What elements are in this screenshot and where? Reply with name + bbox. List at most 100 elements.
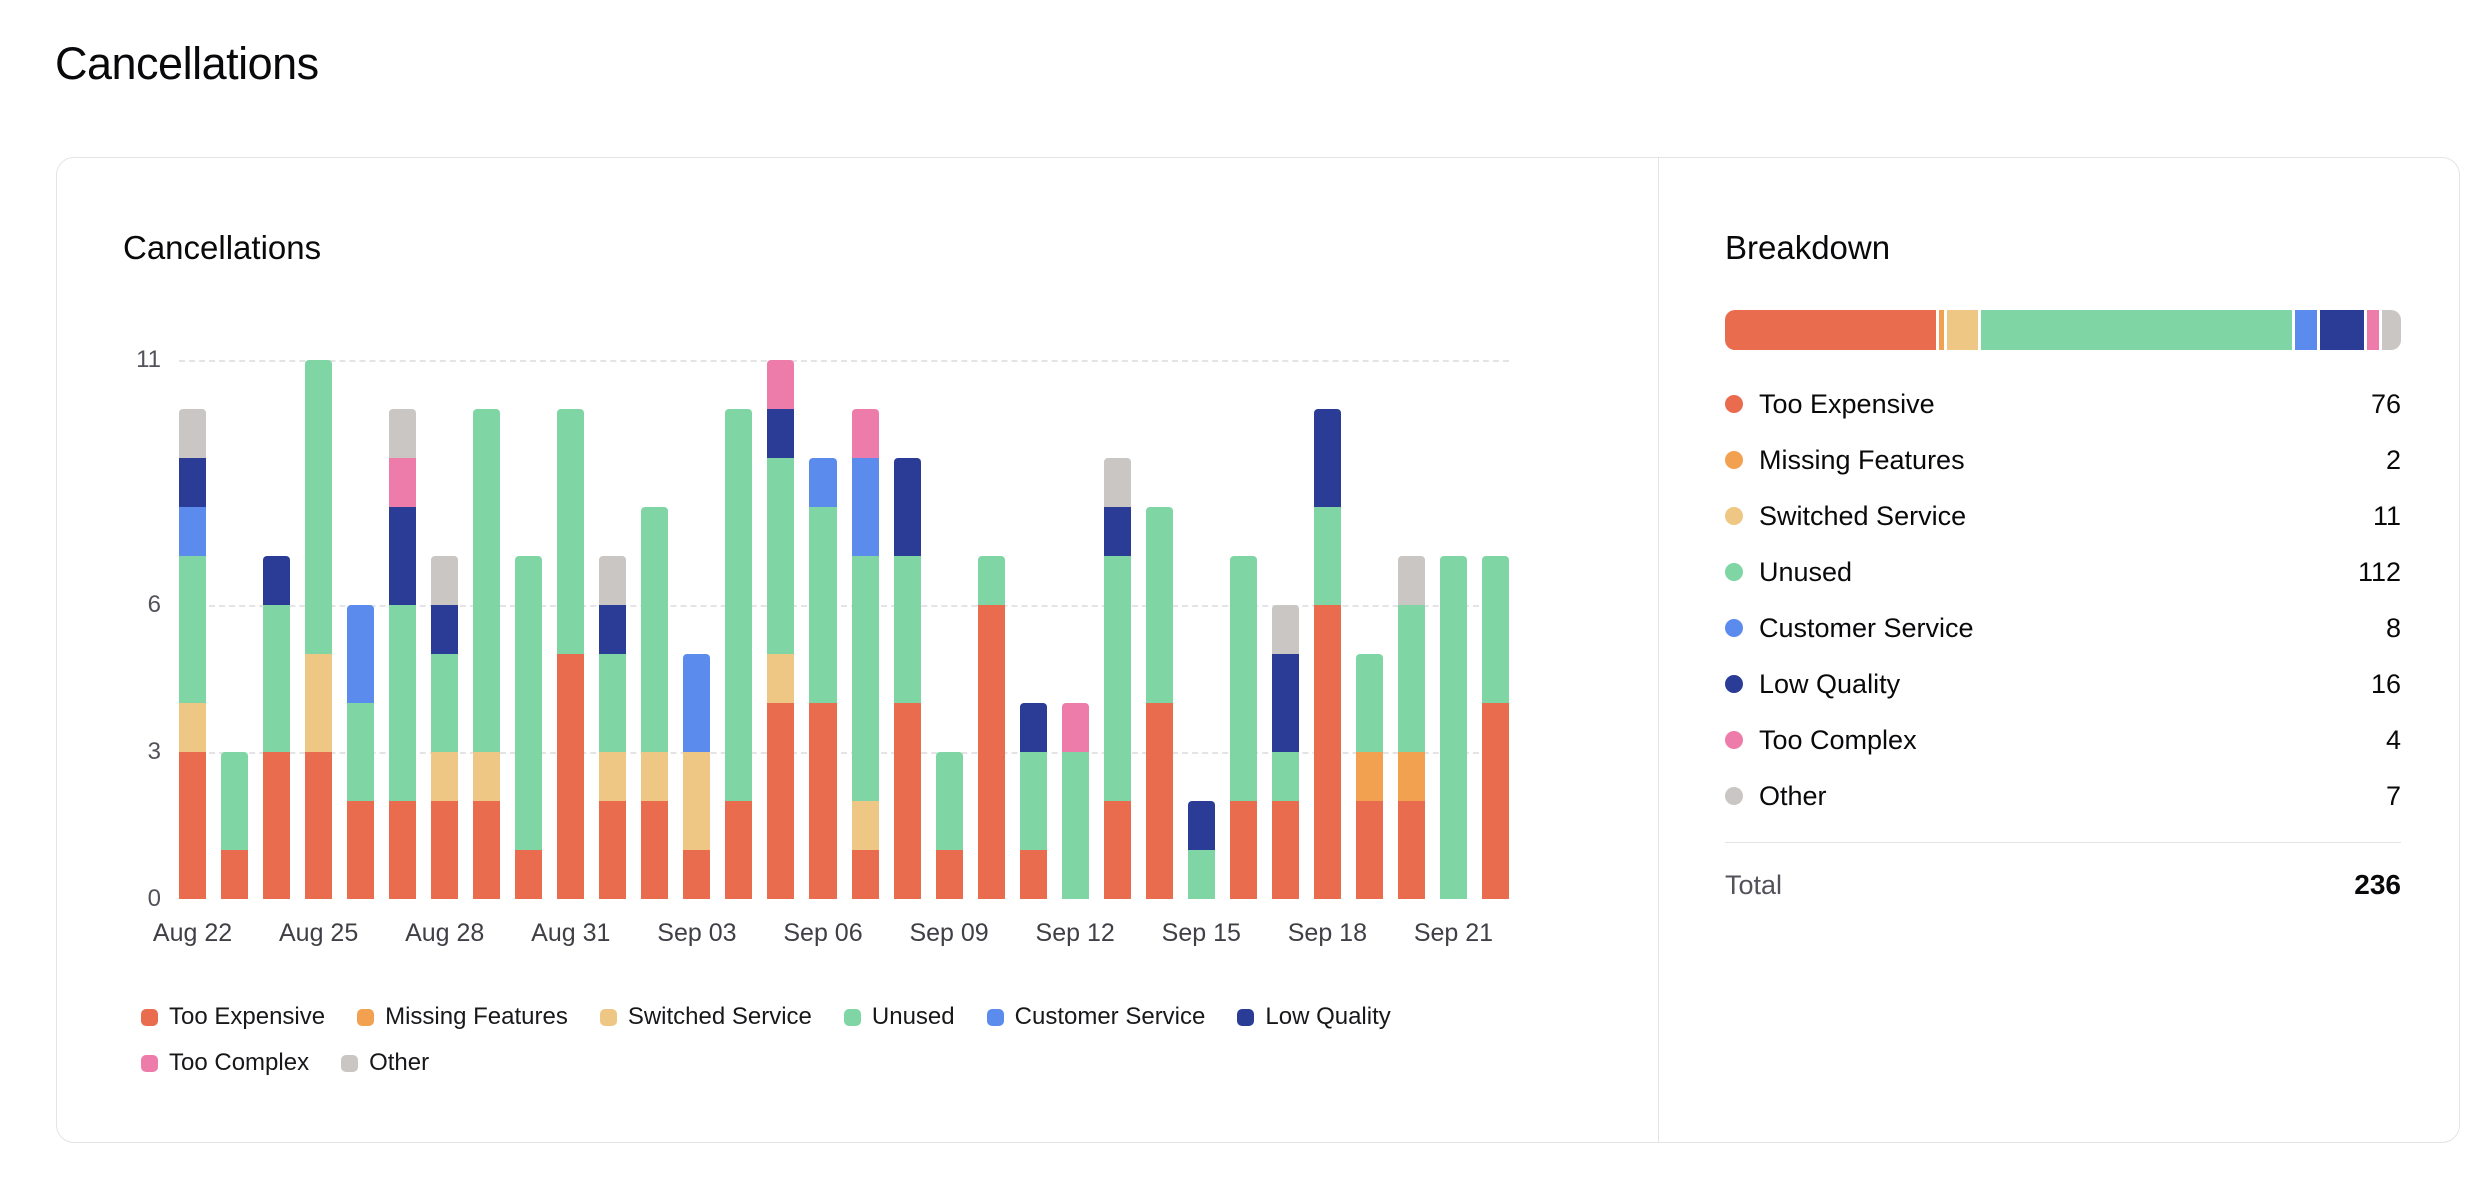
bar-segment-too-complex[interactable] — [767, 360, 795, 409]
bar-segment-low-quality[interactable] — [179, 458, 207, 507]
bar-segment-switched-service[interactable] — [683, 752, 711, 850]
bar-segment-other[interactable] — [389, 409, 417, 458]
bar-segment-unused[interactable] — [851, 556, 879, 801]
bar-segment-unused[interactable] — [1229, 556, 1257, 801]
bar-segment-too-expensive[interactable] — [1019, 850, 1047, 899]
bar-segment-too-expensive[interactable] — [641, 801, 669, 899]
bar-segment-unused[interactable] — [1313, 507, 1341, 605]
bar-segment-unused[interactable] — [389, 605, 417, 801]
bar-segment-too-expensive[interactable] — [473, 801, 501, 899]
bar-segment-other[interactable] — [1397, 556, 1425, 605]
bar-segment-too-complex[interactable] — [389, 458, 417, 507]
bar-segment-low-quality[interactable] — [1019, 703, 1047, 752]
bar-segment-too-expensive[interactable] — [347, 801, 375, 899]
bar-segment-too-expensive[interactable] — [389, 801, 417, 899]
bar-segment-unused[interactable] — [599, 654, 627, 752]
bar-segment-unused[interactable] — [1019, 752, 1047, 850]
bar-segment-unused[interactable] — [1481, 556, 1509, 703]
bar-segment-customer-service[interactable] — [347, 605, 375, 703]
legend-item-too-complex[interactable]: Too Complex — [141, 1049, 309, 1077]
bar-segment-customer-service[interactable] — [683, 654, 711, 752]
bar-segment-too-expensive[interactable] — [809, 703, 837, 899]
bar-segment-unused[interactable] — [1355, 654, 1383, 752]
bar-segment-other[interactable] — [1271, 605, 1299, 654]
bar-segment-too-expensive[interactable] — [683, 850, 711, 899]
bar-segment-too-expensive[interactable] — [767, 703, 795, 899]
bar-segment-too-expensive[interactable] — [1355, 801, 1383, 899]
bar-segment-too-expensive[interactable] — [1271, 801, 1299, 899]
bar-segment-too-expensive[interactable] — [725, 801, 753, 899]
bar-segment-unused[interactable] — [515, 556, 543, 850]
bar-segment-unused[interactable] — [347, 703, 375, 801]
bar-segment-unused[interactable] — [809, 507, 837, 703]
legend-item-low-quality[interactable]: Low Quality — [1237, 1003, 1391, 1031]
bar-segment-unused[interactable] — [431, 654, 459, 752]
bar-segment-switched-service[interactable] — [851, 801, 879, 850]
bar-segment-switched-service[interactable] — [599, 752, 627, 801]
bar-segment-too-expensive[interactable] — [1145, 703, 1173, 899]
bar-segment-other[interactable] — [599, 556, 627, 605]
bar-segment-too-expensive[interactable] — [1229, 801, 1257, 899]
bar-segment-too-expensive[interactable] — [599, 801, 627, 899]
bar-segment-too-expensive[interactable] — [221, 850, 249, 899]
bar-segment-other[interactable] — [179, 409, 207, 458]
bar-segment-low-quality[interactable] — [263, 556, 291, 605]
bar-segment-too-expensive[interactable] — [263, 752, 291, 899]
bar-segment-too-expensive[interactable] — [1397, 801, 1425, 899]
bar-segment-customer-service[interactable] — [179, 507, 207, 556]
bar-segment-too-expensive[interactable] — [1481, 703, 1509, 899]
bar-segment-switched-service[interactable] — [767, 654, 795, 703]
bar-segment-unused[interactable] — [557, 409, 585, 654]
bar-segment-too-expensive[interactable] — [431, 801, 459, 899]
bar-segment-too-expensive[interactable] — [557, 654, 585, 899]
bar-segment-too-expensive[interactable] — [935, 850, 963, 899]
bar-segment-other[interactable] — [431, 556, 459, 605]
bar-segment-low-quality[interactable] — [389, 507, 417, 605]
bar-segment-customer-service[interactable] — [809, 458, 837, 507]
bar-segment-low-quality[interactable] — [1271, 654, 1299, 752]
bar-segment-unused[interactable] — [179, 556, 207, 703]
bar-segment-switched-service[interactable] — [473, 752, 501, 801]
bar-segment-missing-features[interactable] — [1397, 752, 1425, 801]
bar-segment-unused[interactable] — [263, 605, 291, 752]
bar-segment-too-expensive[interactable] — [977, 605, 1005, 899]
legend-item-customer-service[interactable]: Customer Service — [986, 1003, 1205, 1031]
bar-segment-unused[interactable] — [1271, 752, 1299, 801]
bar-segment-unused[interactable] — [1187, 850, 1215, 899]
bar-segment-other[interactable] — [1103, 458, 1131, 507]
bar-segment-too-expensive[interactable] — [515, 850, 543, 899]
bar-segment-too-complex[interactable] — [851, 409, 879, 458]
bar-segment-low-quality[interactable] — [893, 458, 921, 556]
bar-segment-unused[interactable] — [1061, 752, 1089, 899]
bar-segment-too-expensive[interactable] — [305, 752, 333, 899]
bar-segment-missing-features[interactable] — [1355, 752, 1383, 801]
bar-segment-unused[interactable] — [893, 556, 921, 703]
bar-segment-unused[interactable] — [767, 458, 795, 654]
bar-segment-switched-service[interactable] — [641, 752, 669, 801]
bar-segment-switched-service[interactable] — [179, 703, 207, 752]
bar-segment-switched-service[interactable] — [431, 752, 459, 801]
bar-segment-unused[interactable] — [977, 556, 1005, 605]
bar-segment-low-quality[interactable] — [1187, 801, 1215, 850]
bar-segment-unused[interactable] — [725, 409, 753, 801]
bar-segment-low-quality[interactable] — [599, 605, 627, 654]
bar-segment-low-quality[interactable] — [767, 409, 795, 458]
bar-segment-unused[interactable] — [1103, 556, 1131, 801]
bar-segment-too-complex[interactable] — [1061, 703, 1089, 752]
bar-segment-unused[interactable] — [935, 752, 963, 850]
bar-segment-too-expensive[interactable] — [851, 850, 879, 899]
bar-segment-low-quality[interactable] — [1103, 507, 1131, 556]
bar-segment-unused[interactable] — [641, 507, 669, 752]
bar-segment-too-expensive[interactable] — [893, 703, 921, 899]
bar-segment-too-expensive[interactable] — [1103, 801, 1131, 899]
legend-item-missing-features[interactable]: Missing Features — [357, 1003, 568, 1031]
legend-item-unused[interactable]: Unused — [843, 1003, 955, 1031]
legend-item-too-expensive[interactable]: Too Expensive — [141, 1003, 325, 1031]
bar-segment-too-expensive[interactable] — [1313, 605, 1341, 899]
bar-segment-unused[interactable] — [1439, 556, 1467, 899]
bar-segment-customer-service[interactable] — [851, 458, 879, 556]
bar-segment-unused[interactable] — [221, 752, 249, 850]
bar-segment-too-expensive[interactable] — [179, 752, 207, 899]
bar-segment-unused[interactable] — [1145, 507, 1173, 703]
legend-item-other[interactable]: Other — [341, 1049, 429, 1077]
